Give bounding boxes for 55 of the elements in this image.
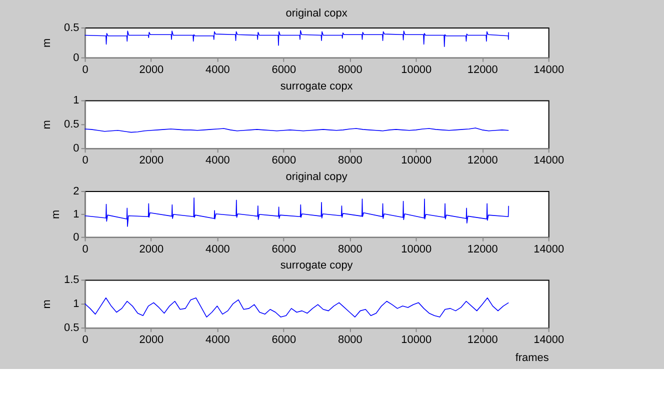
x-tick-label: 2000 bbox=[139, 64, 164, 76]
y-tick-label: 0.5 bbox=[64, 22, 80, 34]
x-tick-label: 12000 bbox=[467, 334, 498, 346]
x-tick-label: 8000 bbox=[338, 334, 362, 346]
y-tick-label: 0 bbox=[73, 231, 80, 244]
x-tick-label: 10000 bbox=[401, 154, 432, 167]
x-tick-label: 2000 bbox=[139, 334, 164, 346]
y-tick-label: 1.5 bbox=[64, 274, 80, 286]
x-tick-label: 10000 bbox=[401, 64, 432, 76]
x-tick-label: 14000 bbox=[534, 243, 564, 256]
chart-title: original copy bbox=[286, 171, 348, 184]
x-tick-label: 4000 bbox=[206, 64, 230, 76]
y-axis-title: m bbox=[50, 210, 62, 219]
x-tick-label: 14000 bbox=[534, 64, 564, 76]
x-tick-label: 0 bbox=[82, 243, 88, 256]
x-tick-label: 6000 bbox=[272, 334, 296, 346]
x-tick-label: 6000 bbox=[272, 64, 296, 76]
x-tick-label: 4000 bbox=[206, 243, 230, 256]
y-tick-label: 0.5 bbox=[64, 322, 80, 334]
x-tick-label: 8000 bbox=[338, 154, 362, 167]
y-axis-title: m bbox=[41, 38, 54, 48]
y-tick-label: 1 bbox=[73, 298, 80, 310]
line-series bbox=[84, 197, 510, 227]
x-tick-label: 12000 bbox=[467, 243, 498, 256]
x-tick-label: 0 bbox=[82, 64, 88, 76]
y-tick-label: 0.5 bbox=[64, 118, 80, 131]
x-tick-label: 12000 bbox=[467, 154, 498, 167]
y-tick-label: 0 bbox=[73, 142, 80, 155]
line-series bbox=[84, 30, 510, 48]
x-tick-label: 14000 bbox=[534, 334, 564, 346]
x-tick-label: 14000 bbox=[534, 154, 564, 167]
x-tick-label: 10000 bbox=[401, 334, 432, 346]
x-tick-label: 4000 bbox=[206, 154, 230, 167]
x-tick-label: 8000 bbox=[338, 243, 362, 256]
x-tick-label: 8000 bbox=[338, 64, 362, 76]
y-axis-title: m bbox=[41, 300, 54, 309]
y-tick-label: 0 bbox=[73, 52, 80, 64]
chart-title: surrogate copx bbox=[280, 80, 354, 92]
x-tick-label: 6000 bbox=[272, 154, 296, 167]
x-tick-label: 0 bbox=[82, 334, 88, 346]
line-series bbox=[84, 298, 510, 318]
y-tick-label: 2 bbox=[73, 185, 80, 198]
x-tick-label: 4000 bbox=[206, 334, 230, 346]
y-axis-title: m bbox=[41, 120, 54, 130]
x-tick-label: 6000 bbox=[272, 243, 296, 256]
x-axis-title: frames bbox=[515, 352, 550, 364]
y-tick-label: 1 bbox=[73, 94, 80, 107]
y-tick-label: 1 bbox=[73, 208, 80, 220]
x-tick-label: 0 bbox=[82, 154, 88, 167]
x-tick-label: 10000 bbox=[401, 243, 432, 256]
x-tick-label: 12000 bbox=[467, 64, 498, 76]
chart-title: original copx bbox=[286, 8, 348, 20]
chart-title: surrogate copy bbox=[280, 260, 354, 272]
x-tick-label: 2000 bbox=[139, 243, 164, 256]
x-tick-label: 2000 bbox=[139, 154, 164, 167]
